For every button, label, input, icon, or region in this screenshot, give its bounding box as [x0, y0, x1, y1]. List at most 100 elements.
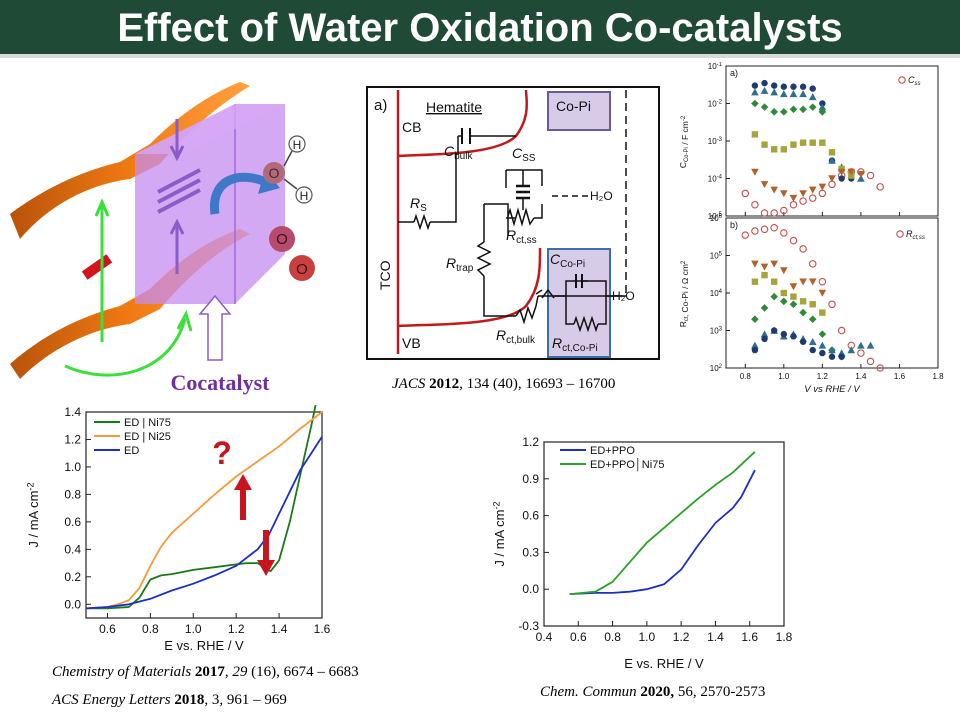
- data-point-s4: [799, 105, 807, 114]
- y-tick-label: 10-1: [708, 62, 723, 71]
- data-point-s6: [818, 183, 827, 191]
- rtrap-sub: trap: [456, 263, 474, 274]
- band-schematic: O H H O O Cocatalyst: [10, 74, 350, 396]
- rs-label: R: [410, 195, 420, 211]
- atom-o-label: O: [296, 261, 308, 278]
- data-point-s5: [780, 146, 788, 153]
- data-point-s3: [751, 88, 759, 96]
- citation-rest: (16), 6674 – 6683: [247, 664, 359, 680]
- data-point-s6: [751, 346, 759, 354]
- y-tick-label: 103: [710, 327, 723, 336]
- data-point-s2: [799, 83, 807, 90]
- legend-label: ED+PPO│Ni75: [590, 457, 664, 472]
- oxygen-atom: [263, 162, 285, 184]
- rctcopi-sub: ct,Co-Pi: [562, 343, 598, 354]
- data-point-s6: [847, 168, 856, 176]
- data-point-s6: [838, 353, 845, 360]
- data-point-s1: [789, 200, 798, 209]
- data-point-s2: [799, 278, 807, 286]
- y-axis-label: J / mA cm-2: [25, 482, 41, 547]
- data-point-s5: [808, 337, 817, 345]
- data-point-s6: [790, 333, 797, 340]
- data-point-s2: [751, 260, 759, 268]
- x-tick-label: 1.4: [855, 372, 867, 381]
- data-point-s3: [799, 90, 807, 98]
- data-point-s2: [808, 278, 817, 286]
- y-tick-label: 10-2: [708, 100, 723, 109]
- legend-label: ED: [124, 445, 139, 457]
- data-point-s3: [808, 93, 817, 101]
- data-point-s4: [789, 300, 798, 309]
- y-tick-label: -0.3: [518, 619, 539, 633]
- x-tick-label: 1.2: [817, 372, 829, 381]
- plot-frame: [543, 441, 785, 627]
- data-point-s1: [876, 364, 884, 372]
- citation-year: 2020,: [640, 684, 675, 700]
- data-point-s1: [828, 300, 836, 309]
- data-point-s4: [799, 308, 807, 317]
- trap-state: [81, 254, 113, 280]
- h2o-label: H₂O: [590, 189, 613, 203]
- data-point-s6: [760, 181, 769, 189]
- x-tick-label: 0.4: [536, 630, 553, 644]
- legend-marker: [896, 230, 904, 238]
- y-tick-label: 0.6: [522, 509, 539, 523]
- y-axis-label: J / mA cm-2: [491, 501, 507, 566]
- legend-label: ED | Ni25: [124, 431, 171, 443]
- data-point-s5: [751, 131, 759, 138]
- x-tick-label: 1.0: [185, 622, 202, 636]
- x-axis-label: V vs RHE / V: [804, 384, 861, 395]
- svg-text:Rct,Co-Pi: Rct,Co-Pi: [552, 335, 598, 354]
- citation-volume: 29: [232, 664, 248, 680]
- rctbulk-label: R: [496, 327, 506, 343]
- data-point-s6: [809, 346, 816, 354]
- legend-label: Rct,ss: [906, 229, 925, 241]
- data-point-s1: [866, 171, 875, 180]
- equivalent-circuit: a) Hematite Co-Pi CB VB TCO Cbulk CSS RS…: [366, 86, 662, 362]
- y-tick-label: 10-4: [708, 175, 723, 184]
- data-point-s2: [780, 267, 788, 275]
- citation-rest: 56, 2570-2573: [674, 684, 766, 700]
- series-line-3: [85, 436, 323, 610]
- x-axis-label: E vs. RHE / V: [624, 656, 704, 671]
- cbulk-sub: bulk: [454, 151, 473, 162]
- data-point-s1: [751, 227, 759, 235]
- data-point-s5: [770, 146, 778, 153]
- data-point-s2: [770, 260, 778, 268]
- data-point-s6: [780, 190, 788, 198]
- cb-label: CB: [402, 119, 421, 135]
- y-tick-label: 0.9: [522, 472, 539, 486]
- data-point-s1: [799, 245, 807, 253]
- data-point-s4: [780, 297, 788, 306]
- svg-text:Rtrap: Rtrap: [446, 255, 474, 274]
- x-tick-label: 1.6: [741, 630, 758, 644]
- data-point-s4: [751, 315, 759, 324]
- css-sub: SS: [522, 153, 536, 164]
- data-point-s6: [751, 168, 759, 176]
- legend-label: ED | Ni75: [124, 417, 171, 429]
- data-point-s6: [837, 168, 846, 176]
- question-annotation: ?: [212, 435, 232, 471]
- data-point-s6: [761, 335, 768, 343]
- y-tick-label: 0.0: [522, 582, 539, 596]
- red-arrow-up-head: [234, 474, 252, 490]
- x-tick-label: 1.6: [894, 372, 906, 381]
- hollow-arrow: [198, 294, 232, 361]
- lsv-ni-chart-svg: 0.6 0.8 1.0 1.2 1.4 1.6 0.0 0.2 0.4 0.6 0.8 1.0 1.2 1…: [25, 404, 331, 653]
- oxygen-atom: [269, 226, 295, 252]
- data-point-s4: [770, 108, 778, 116]
- citation-journal: Chem. Commun: [540, 684, 637, 700]
- data-point-s2: [761, 79, 768, 87]
- data-point-s5: [828, 149, 836, 156]
- data-point-s4: [770, 292, 778, 301]
- series-line-2: [569, 451, 756, 595]
- data-point-s6: [770, 186, 778, 194]
- rs-sub: S: [420, 203, 427, 214]
- data-point-s4: [751, 99, 759, 108]
- x-tick-label: 0.8: [142, 622, 159, 636]
- y-tick-label: 105: [710, 252, 723, 261]
- data-point-s5: [819, 139, 826, 146]
- data-point-s5: [866, 341, 875, 349]
- citation-journal: JACS: [392, 376, 426, 392]
- x-axis-label: E vs. RHE / V: [164, 638, 244, 653]
